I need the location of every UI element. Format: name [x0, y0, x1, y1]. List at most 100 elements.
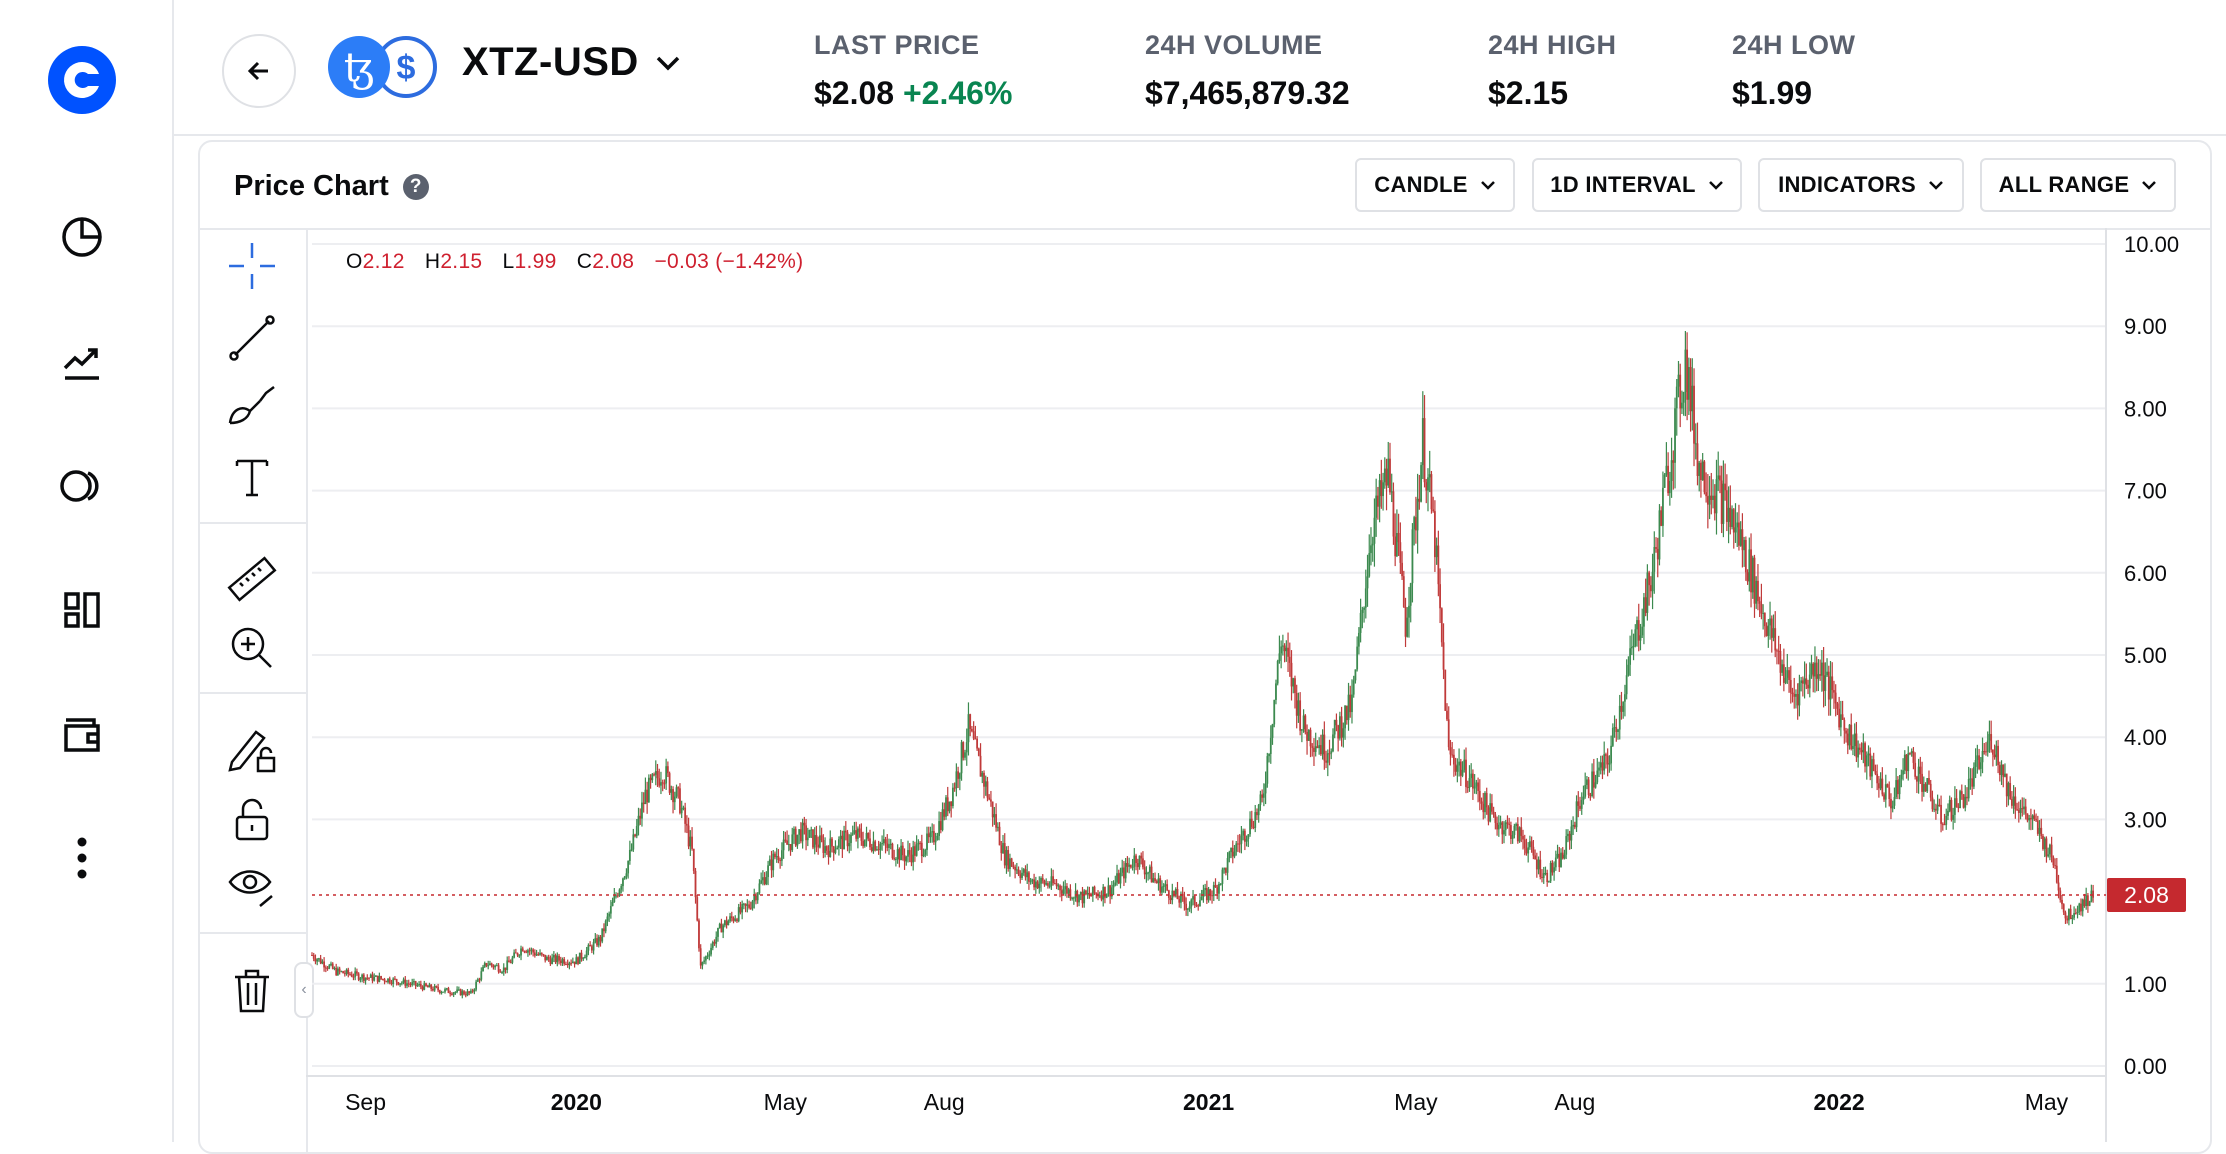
candle-up [1040, 878, 1042, 884]
more-icon[interactable] [54, 830, 110, 886]
candle-up [461, 991, 464, 996]
candle-up [364, 977, 367, 981]
candle-up [1839, 714, 1842, 728]
trend-line-icon[interactable] [222, 308, 282, 368]
candle-up [641, 802, 643, 819]
trade-chart-icon[interactable] [54, 334, 110, 390]
brush-icon[interactable] [222, 378, 282, 438]
trash-icon[interactable] [222, 960, 282, 1020]
candle-up [495, 965, 498, 967]
candle-up [1871, 759, 1873, 777]
collapse-toolbar-button[interactable]: ‹ [294, 962, 314, 1018]
candle-up [618, 889, 621, 896]
candle-up [587, 944, 590, 951]
candle-down [1478, 790, 1481, 802]
candle-up [627, 861, 630, 874]
candle-down [2002, 764, 2005, 777]
candle-down [1850, 724, 1853, 749]
candle-down [1093, 886, 1096, 894]
candle-down [1644, 597, 1647, 613]
candle-up [1005, 849, 1008, 866]
crosshair-icon[interactable] [222, 236, 282, 296]
zoom-in-icon[interactable] [222, 618, 282, 678]
text-icon[interactable] [222, 446, 282, 506]
unlock-icon[interactable] [222, 790, 282, 850]
candle-up [1544, 872, 1547, 874]
candle-up [1254, 812, 1257, 828]
candle-up [2073, 913, 2075, 918]
candle-up [1596, 770, 1599, 783]
candle-down [357, 973, 360, 980]
coinbase-logo[interactable] [44, 42, 120, 118]
candle-down [1066, 886, 1068, 894]
candle-down [1703, 461, 1706, 493]
indicators-dropdown[interactable]: INDICATORS [1758, 158, 1964, 212]
candle-down [1637, 620, 1640, 641]
candle-down [1753, 557, 1756, 604]
candle-up [369, 974, 372, 978]
candle-up [737, 907, 740, 922]
ruler-icon[interactable] [222, 550, 282, 610]
candle-up [1682, 391, 1685, 403]
pair-selector[interactable]: XTZ-USD [462, 40, 681, 85]
stat-label: LAST PRICE [814, 30, 980, 60]
candle-up [1610, 745, 1613, 764]
candle-up [1022, 869, 1025, 873]
candle-down [349, 973, 351, 975]
candle-up [1565, 836, 1568, 855]
candle-down [523, 951, 526, 953]
candle-up [444, 989, 446, 992]
candle-down [874, 841, 877, 851]
portfolio-pie-icon[interactable] [54, 209, 110, 265]
candle-up [1902, 770, 1904, 775]
candle-down [1256, 812, 1258, 816]
candle-down [1874, 770, 1877, 774]
dashboard-icon[interactable] [54, 582, 110, 638]
candle-down [1812, 663, 1815, 677]
candle-up [1257, 804, 1260, 816]
candle-up [584, 957, 586, 959]
wallet-icon[interactable] [54, 706, 110, 762]
candle-up [1670, 460, 1673, 481]
candle-up [1731, 509, 1733, 527]
y-tick-label: 9.00 [2124, 314, 2167, 339]
candle-up [2007, 783, 2010, 797]
candle-up [680, 808, 683, 814]
chart-type-dropdown[interactable]: CANDLE [1355, 158, 1515, 212]
candle-down [409, 983, 412, 985]
range-dropdown[interactable]: ALL RANGE [1980, 158, 2176, 212]
candle-up [1622, 701, 1625, 712]
back-button[interactable] [222, 34, 296, 108]
candle-down [1846, 733, 1849, 746]
candle-up [775, 856, 778, 858]
candle-up [475, 981, 478, 990]
candle-down [463, 991, 465, 995]
help-icon[interactable]: ? [402, 173, 429, 200]
candle-up [1064, 886, 1067, 890]
eye-icon[interactable] [222, 856, 282, 916]
candle-up [454, 991, 457, 993]
candle-up [511, 957, 514, 963]
stat-label: 24H LOW [1732, 30, 1856, 60]
candle-down [1525, 848, 1528, 854]
candle-up [1200, 897, 1203, 901]
candle-up [1314, 746, 1317, 752]
candle-down [1446, 710, 1448, 720]
candle-up [561, 959, 564, 964]
candle-down [347, 969, 350, 974]
candle-down [1758, 601, 1761, 604]
candle-down [749, 907, 752, 909]
interval-dropdown[interactable]: 1D INTERVAL [1532, 158, 1742, 212]
candle-up [701, 962, 704, 966]
candle-up [328, 965, 331, 969]
candle-down [696, 897, 699, 921]
candle-down [988, 797, 991, 800]
earn-icon[interactable] [54, 458, 110, 514]
candle-down [820, 835, 823, 841]
candle-down [1397, 533, 1400, 543]
lock-drawing-icon[interactable] [222, 720, 282, 780]
candle-up [466, 991, 469, 996]
candle-down [730, 916, 733, 918]
candle-up [2085, 895, 2088, 907]
